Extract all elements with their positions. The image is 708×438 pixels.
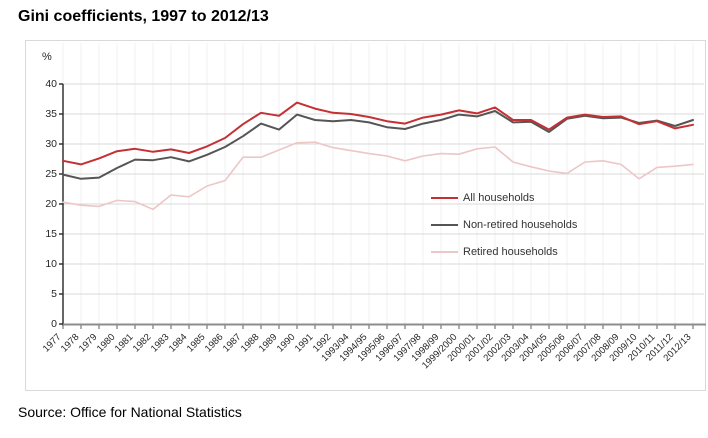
legend-label: Retired households [463, 246, 558, 258]
y-tick-label: 0 [51, 318, 57, 330]
y-tick-label: 15 [45, 228, 57, 240]
chart-frame: % 0 5 10 15 20 25 30 35 40 1977 1978 1979 1980 1981 1… [25, 40, 706, 391]
y-tick-label: 25 [45, 168, 57, 180]
y-axis-unit-label: % [42, 51, 52, 63]
y-tick-label: 10 [45, 258, 57, 270]
legend-item: Non-retired households [431, 218, 577, 232]
series-line-retired-households [62, 141, 694, 211]
source-note: Source: Office for National Statistics [18, 404, 242, 420]
y-tick-label: 30 [45, 138, 57, 150]
series-line-non-retired-households [62, 110, 694, 180]
plot-area-svg [59, 43, 706, 329]
y-tick-label: 5 [51, 288, 57, 300]
legend-item: All households [431, 191, 577, 205]
legend-line-swatch [431, 197, 458, 199]
series-line-all-households [62, 101, 694, 166]
legend-label: Non-retired households [463, 219, 578, 231]
legend-label: All households [463, 192, 535, 204]
legend: All households Non-retired households Reti… [431, 191, 577, 272]
y-tick-label: 35 [45, 108, 57, 120]
y-tick-label: 20 [45, 198, 57, 210]
y-tick-label: 40 [45, 78, 57, 90]
legend-line-swatch [431, 224, 458, 226]
legend-line-swatch [431, 251, 458, 253]
chart-title: Gini coefficients, 1997 to 2012/13 [18, 8, 269, 25]
legend-item: Retired households [431, 245, 577, 259]
